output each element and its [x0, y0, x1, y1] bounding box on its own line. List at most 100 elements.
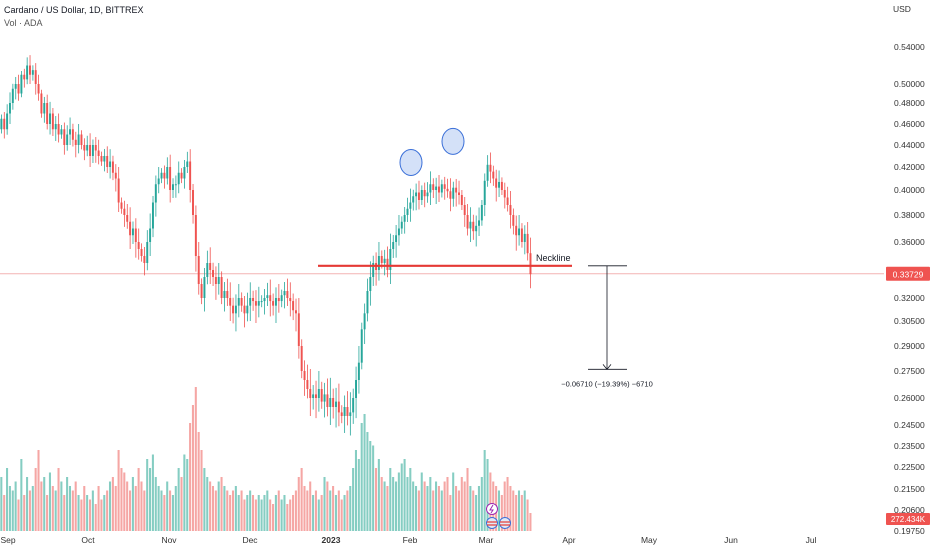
- volume-bar: [6, 468, 9, 531]
- last-price-badge: [886, 266, 930, 281]
- price-tick-label: 0.21500: [894, 484, 925, 494]
- candle-body: [266, 295, 269, 298]
- volume-bar: [486, 459, 489, 531]
- price-tick-label: 0.44000: [894, 140, 925, 150]
- price-tick-label: 0.36000: [894, 237, 925, 247]
- volume-bar: [272, 504, 275, 531]
- time-tick-label: Mar: [479, 535, 494, 545]
- volume-bar: [77, 495, 80, 531]
- volume-bar: [163, 495, 166, 531]
- volume-bar: [26, 477, 29, 531]
- volume-bar: [249, 490, 252, 531]
- volume-bar: [149, 468, 152, 531]
- candle-body: [3, 118, 6, 130]
- volume-legend[interactable]: Vol · ADA: [4, 18, 43, 28]
- time-tick-label: Sep: [0, 535, 15, 545]
- volume-bar: [154, 477, 157, 531]
- volume-bar: [506, 477, 509, 531]
- volume-bar: [403, 459, 406, 531]
- pattern-annotations[interactable]: Neckline −0.06710 (−19.39%) −6710: [318, 127, 653, 388]
- volume-bar: [254, 499, 257, 531]
- candle-body: [400, 221, 403, 229]
- candle-body: [143, 256, 146, 263]
- volume-bar: [449, 495, 452, 531]
- volume-bar: [317, 499, 320, 531]
- volume-bar: [183, 454, 186, 531]
- volume-bar: [406, 477, 409, 531]
- price-tick-label: 0.50000: [894, 79, 925, 89]
- volume-bar: [443, 481, 446, 531]
- volume-bar: [23, 495, 26, 531]
- volume-bar: [423, 481, 426, 531]
- candle-body: [332, 398, 335, 407]
- volume-bar: [260, 499, 263, 531]
- candle-body: [37, 84, 40, 94]
- candle-body: [520, 228, 523, 242]
- candle-body: [100, 156, 103, 162]
- price-tick-label: 0.38000: [894, 210, 925, 220]
- volume-bar: [343, 495, 346, 531]
- volume-bar: [68, 486, 71, 531]
- candle-body: [326, 394, 329, 407]
- candle-body: [369, 277, 372, 291]
- candle-body: [289, 298, 292, 302]
- axis-badges: 0.33729 272.434K: [886, 266, 930, 525]
- volume-bar: [332, 486, 335, 531]
- candle-body: [523, 233, 526, 242]
- volume-bar: [515, 495, 518, 531]
- event-icons[interactable]: [486, 503, 511, 529]
- candle-body: [335, 401, 337, 407]
- volume-bar: [274, 495, 277, 531]
- volume-bar: [480, 477, 483, 531]
- time-axis[interactable]: Sep Oct Nov Dec 2023 Feb Mar Apr May Jun Jul: [0, 535, 816, 545]
- price-tick-label: 0.48000: [894, 98, 925, 108]
- volume-bar: [394, 481, 398, 531]
- volume-bar: [43, 477, 46, 531]
- candle-body: [134, 228, 137, 242]
- candle-body: [20, 74, 23, 94]
- price-tick-label: 0.30500: [894, 316, 925, 326]
- price-tick-label: 0.27500: [894, 366, 925, 376]
- candle-body: [51, 113, 54, 130]
- volume-bar: [469, 486, 472, 531]
- candle-body: [60, 129, 63, 135]
- volume-bar: [477, 486, 480, 531]
- candle-body: [355, 380, 357, 398]
- volume-bar: [34, 468, 37, 531]
- candle-body: [352, 398, 355, 413]
- candle-body: [292, 301, 295, 311]
- volume-bar: [463, 481, 466, 531]
- volume-bar: [131, 477, 134, 531]
- volume-bar: [229, 495, 232, 531]
- volume-bar: [435, 481, 438, 531]
- volume-bar: [369, 441, 372, 531]
- candle-body: [392, 242, 395, 249]
- candle-body: [323, 394, 326, 402]
- volume-bar: [386, 486, 389, 531]
- time-tick-label: May: [641, 535, 658, 545]
- volume-bar: [174, 486, 177, 531]
- candle-body: [154, 184, 157, 203]
- candle-body: [226, 291, 229, 298]
- measure-arrow: [602, 364, 612, 370]
- candle-body: [363, 313, 366, 330]
- volume-bar: [171, 495, 174, 531]
- volume-bar: [57, 468, 60, 531]
- volume-bar: [360, 423, 363, 531]
- candle-body: [151, 202, 154, 229]
- price-tick-label: 0.42000: [894, 162, 925, 172]
- candle-body: [377, 256, 380, 270]
- last-volume-badge: [886, 513, 930, 525]
- candle-body: [254, 301, 257, 306]
- chart-title[interactable]: Cardano / US Dollar, 1D, BITTREX: [4, 5, 144, 15]
- price-tick-label: 0.19750: [894, 526, 925, 536]
- candle-body: [223, 291, 226, 298]
- price-axis[interactable]: USD 0.54000 0.50000 0.48000 0.46000 0.44000 0.…: [893, 4, 925, 536]
- candle-body: [217, 277, 220, 284]
- candle-body: [397, 228, 400, 236]
- candle-body: [492, 171, 495, 179]
- candle-body: [429, 184, 432, 193]
- candle-body: [120, 202, 123, 209]
- candle-body: [297, 313, 300, 346]
